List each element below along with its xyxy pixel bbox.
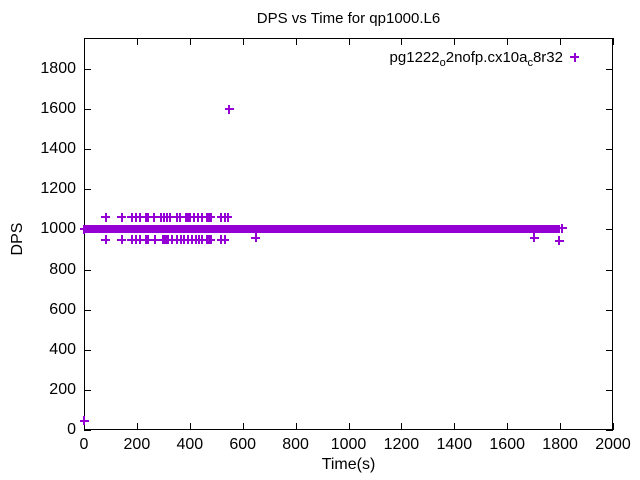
data-point-marker: [135, 212, 145, 222]
x-tick: [401, 423, 403, 430]
x-tick-mirror: [401, 38, 403, 45]
data-point-marker: [117, 212, 127, 222]
legend-label-part: o: [439, 56, 446, 69]
data-point-marker: [557, 223, 567, 233]
data-point-marker: [143, 212, 153, 222]
data-point-marker: [143, 235, 153, 245]
y-tick: [84, 269, 91, 271]
dps-band: [84, 225, 561, 234]
y-tick: [84, 389, 91, 391]
legend-label-part: 2nofp.cx10a: [445, 48, 528, 66]
x-tick-label: 1200: [383, 436, 420, 453]
y-tick-label: 1000: [40, 220, 76, 238]
legend-label-part: pg1222: [389, 48, 440, 66]
y-tick-mirror: [606, 430, 613, 431]
x-tick-label: 600: [229, 436, 257, 453]
y-tick-label: 1600: [40, 100, 76, 118]
y-tick: [84, 349, 91, 351]
data-point-marker: [165, 212, 175, 222]
y-tick-label: 1200: [40, 180, 76, 198]
data-point-marker: [223, 212, 233, 222]
x-tick-label: 200: [123, 436, 151, 453]
data-point-marker: [206, 235, 216, 245]
legend-plus-marker-icon: [570, 52, 579, 62]
y-tick-label: 200: [49, 380, 76, 398]
x-tick-label: 1400: [436, 436, 473, 453]
x-tick-mirror: [84, 38, 85, 45]
x-tick-label: 400: [176, 436, 204, 453]
y-tick-label: 600: [49, 300, 76, 318]
data-point-marker: [224, 104, 234, 114]
x-tick-label: 2000: [595, 436, 631, 453]
data-point-marker: [175, 212, 185, 222]
x-tick-mirror: [613, 38, 614, 45]
legend-label-part: 8r32: [532, 48, 563, 66]
y-tick: [84, 430, 91, 431]
x-tick-mirror: [507, 38, 509, 45]
y-tick-mirror: [606, 349, 613, 351]
data-point-marker: [79, 224, 89, 234]
y-tick-mirror: [606, 229, 613, 231]
x-tick: [560, 423, 562, 430]
x-tick-mirror: [295, 38, 297, 45]
y-tick-label: 800: [49, 260, 76, 278]
x-tick: [295, 423, 297, 430]
x-tick: [242, 423, 244, 430]
chart-title: DPS vs Time for qp1000.L6: [256, 10, 441, 27]
data-point-marker: [167, 235, 177, 245]
y-tick-mirror: [606, 189, 613, 191]
legend-series-label: pg1222o2nofp.cx10ac8r32: [389, 48, 563, 69]
x-tick-mirror: [560, 38, 562, 45]
x-tick-label: 1000: [330, 436, 367, 453]
data-point-marker: [117, 235, 127, 245]
y-tick-mirror: [606, 109, 613, 111]
x-axis-label: Time(s): [321, 456, 376, 473]
x-tick-label: 0: [79, 436, 89, 453]
data-point-marker: [529, 233, 539, 242]
x-tick-mirror: [242, 38, 244, 45]
data-point-marker: [251, 233, 261, 242]
legend: pg1222o2nofp.cx10ac8r32: [389, 48, 579, 69]
y-tick-mirror: [606, 69, 613, 71]
y-tick: [84, 69, 91, 71]
y-tick-label: 1400: [40, 140, 76, 158]
y-tick-label: 400: [49, 340, 76, 358]
x-tick-label: 800: [282, 436, 309, 453]
y-tick-mirror: [606, 309, 613, 311]
x-tick-label: 1800: [542, 436, 578, 453]
y-tick-mirror: [606, 149, 613, 151]
x-tick-label: 1600: [489, 436, 525, 453]
data-point-marker: [101, 212, 111, 222]
x-tick: [189, 423, 191, 430]
data-point-marker: [135, 235, 145, 245]
x-tick-mirror: [189, 38, 191, 45]
x-tick: [507, 423, 509, 430]
data-point-marker: [79, 416, 89, 426]
data-point-marker: [150, 235, 160, 245]
x-tick: [454, 423, 456, 430]
y-tick-mirror: [606, 389, 613, 391]
data-point-marker: [220, 235, 230, 245]
x-tick-mirror: [348, 38, 350, 45]
x-tick: [136, 423, 138, 430]
y-tick-label: 0: [67, 421, 76, 438]
x-tick: [613, 423, 614, 430]
legend-label-part: c: [527, 56, 533, 69]
y-tick-mirror: [606, 269, 613, 271]
x-tick: [84, 423, 85, 430]
y-tick: [84, 109, 91, 111]
y-tick: [84, 149, 91, 151]
data-point-marker: [554, 236, 564, 246]
x-tick-mirror: [136, 38, 138, 45]
data-point-marker: [149, 212, 159, 222]
x-tick: [348, 423, 350, 430]
y-tick: [84, 309, 91, 311]
data-point-marker: [206, 212, 216, 222]
data-point-marker: [101, 235, 111, 245]
x-tick-mirror: [454, 38, 456, 45]
y-tick: [84, 189, 91, 191]
y-tick-label: 1800: [40, 60, 76, 78]
